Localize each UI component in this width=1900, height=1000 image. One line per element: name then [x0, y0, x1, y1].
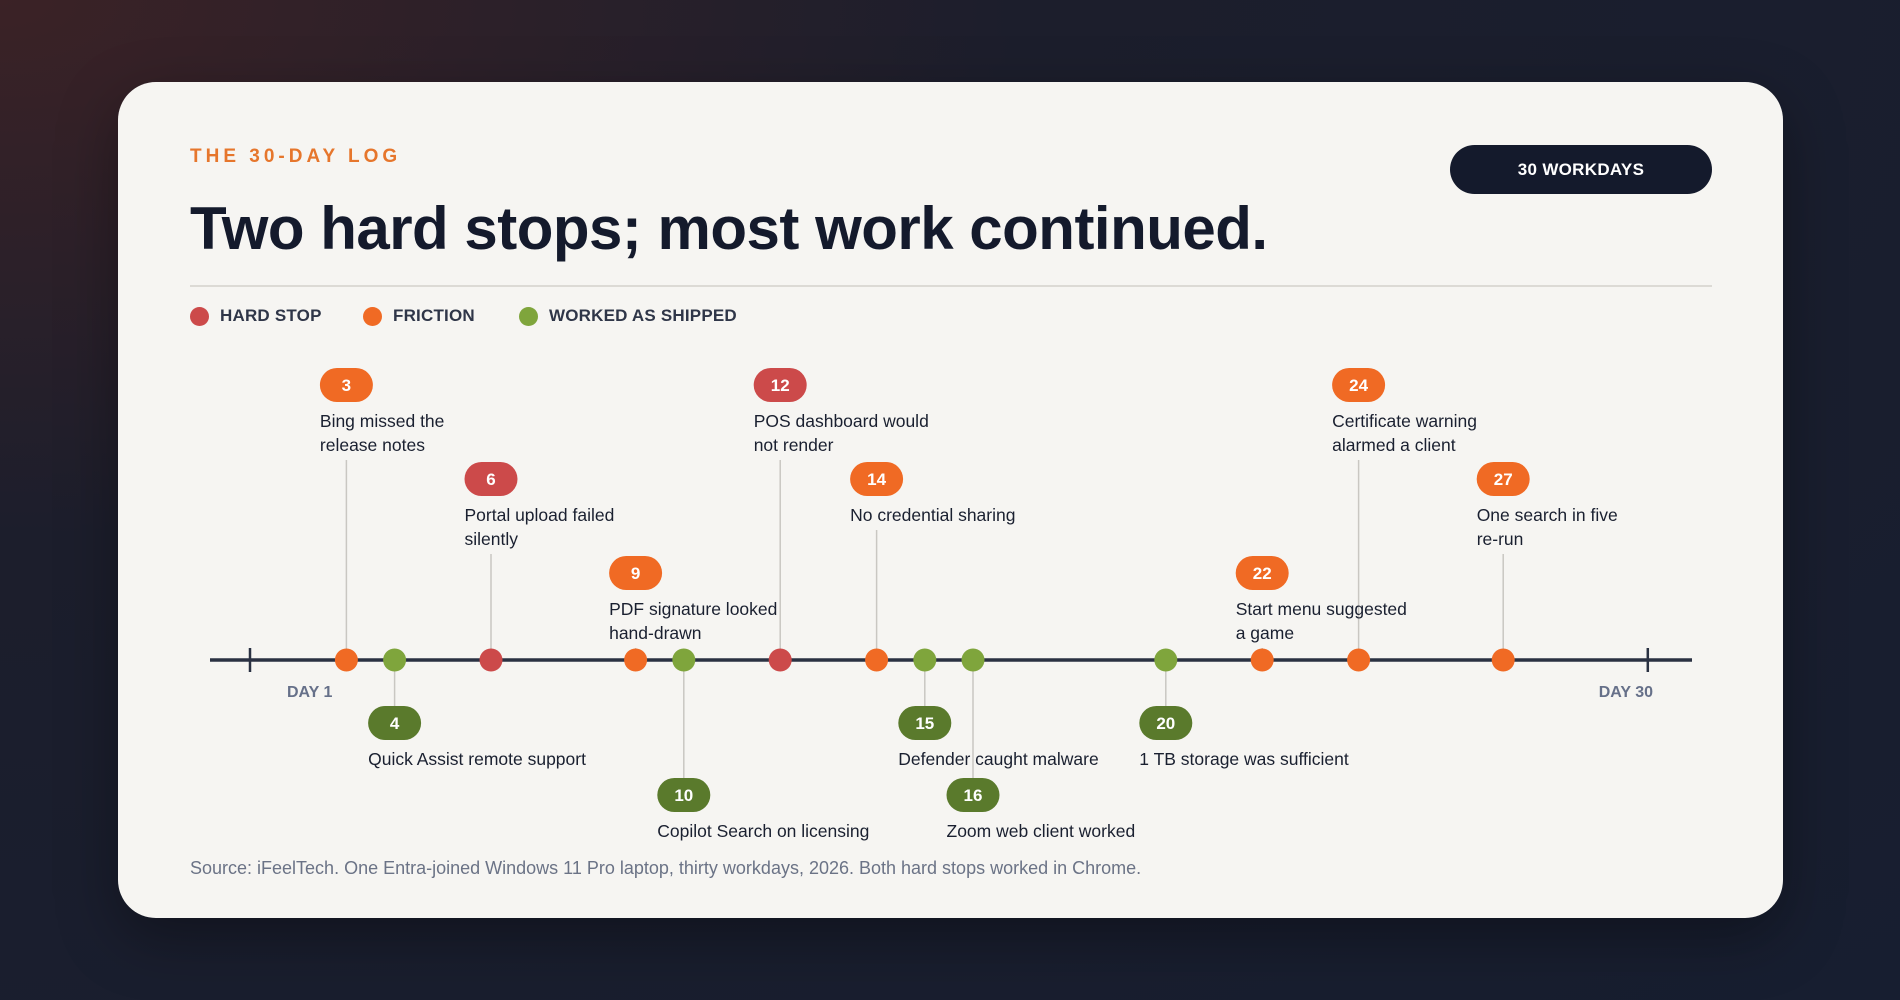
event-day-number: 16 — [964, 786, 983, 805]
legend-label: FRICTION — [393, 306, 475, 325]
page-title: Two hard stops; most work continued. — [190, 195, 1268, 262]
event-day-number: 20 — [1156, 714, 1175, 733]
event-day-pill — [1235, 556, 1289, 590]
title-divider — [190, 285, 1712, 287]
event-day-number: 27 — [1494, 470, 1513, 489]
event-day-pill — [1332, 368, 1386, 402]
event-day-pill — [753, 368, 807, 402]
event-day-number: 14 — [867, 470, 886, 489]
event-description: Copilot Search on licensing — [657, 821, 869, 841]
event-description: not render — [754, 435, 834, 455]
event-day-pill — [850, 462, 904, 496]
event-description: Bing missed the — [320, 411, 445, 431]
friction-dot-icon — [363, 306, 382, 326]
event-description: Start menu suggested — [1236, 599, 1407, 619]
event-day-pill — [657, 778, 711, 812]
legend-hard-stop: HARD STOP — [190, 306, 322, 326]
event-description: One search in five — [1477, 505, 1618, 525]
timeline-diagram: DAY 1 DAY 30 3 Bing missed the release notes… — [210, 368, 1692, 841]
event-description: Quick Assist remote support — [368, 749, 586, 769]
timeline-card: THE 30-DAY LOG 30 WORKDAYS Two hard stop… — [118, 82, 1783, 918]
event-description: a game — [1236, 623, 1294, 643]
event-day-number: 24 — [1349, 376, 1368, 395]
event-marker-day-3 — [334, 648, 358, 672]
event-marker-day-16 — [961, 648, 985, 672]
event-description: Defender caught malware — [898, 749, 1098, 769]
event-day-number: 9 — [631, 564, 640, 583]
event-day-pill — [319, 368, 373, 402]
event-marker-day-22 — [1250, 648, 1274, 672]
legend-worked: WORKED AS SHIPPED — [519, 306, 737, 326]
event-day-pill — [898, 706, 952, 740]
event-description: Certificate warning — [1332, 411, 1477, 431]
event-marker-day-9 — [624, 648, 648, 672]
event-description: Zoom web client worked — [947, 821, 1136, 841]
event-day-pill — [609, 556, 663, 590]
event-day-pill — [1139, 706, 1193, 740]
event-day-number: 6 — [486, 470, 495, 489]
eyebrow-label: THE 30-DAY LOG — [190, 146, 402, 167]
event-marker-day-15 — [913, 648, 937, 672]
event-description: POS dashboard would — [754, 411, 929, 431]
source-note: Source: iFeelTech. One Entra-joined Wind… — [190, 858, 1142, 878]
event-day-number: 3 — [342, 376, 351, 395]
event-marker-day-6 — [479, 648, 503, 672]
event-description: alarmed a client — [1332, 435, 1456, 455]
legend-label: WORKED AS SHIPPED — [549, 306, 737, 325]
event-day-pill — [368, 706, 422, 740]
event-marker-day-10 — [672, 648, 696, 672]
event-day-number: 12 — [771, 376, 790, 395]
hard-stop-dot-icon — [190, 306, 209, 326]
event-marker-day-14 — [865, 648, 889, 672]
event-description: 1 TB storage was sufficient — [1139, 749, 1349, 769]
workdays-badge: 30 WORKDAYS — [1450, 145, 1712, 194]
event-day-pill — [1476, 462, 1530, 496]
event-day-pill — [464, 462, 518, 496]
event-description: release notes — [320, 435, 425, 455]
legend-friction: FRICTION — [363, 306, 475, 326]
event-marker-day-27 — [1491, 648, 1515, 672]
event-description: No credential sharing — [850, 505, 1015, 525]
event-description: re-run — [1477, 529, 1524, 549]
worked-dot-icon — [519, 306, 538, 326]
event-description: hand-drawn — [609, 623, 701, 643]
event-marker-day-4 — [383, 648, 407, 672]
event-day-number: 4 — [390, 714, 400, 733]
axis-start-label: DAY 1 — [287, 684, 332, 701]
event-day-pill — [946, 778, 1000, 812]
event-day-number: 15 — [915, 714, 934, 733]
event-marker-day-12 — [768, 648, 792, 672]
event-marker-day-24 — [1347, 648, 1371, 672]
event-day-number: 10 — [674, 786, 693, 805]
axis-end-label: DAY 30 — [1599, 684, 1653, 701]
event-description: PDF signature looked — [609, 599, 777, 619]
event-marker-day-20 — [1154, 648, 1178, 672]
event-day-number: 22 — [1253, 564, 1272, 583]
legend-label: HARD STOP — [220, 306, 322, 325]
event-description: silently — [465, 529, 519, 549]
event-description: Portal upload failed — [465, 505, 615, 525]
